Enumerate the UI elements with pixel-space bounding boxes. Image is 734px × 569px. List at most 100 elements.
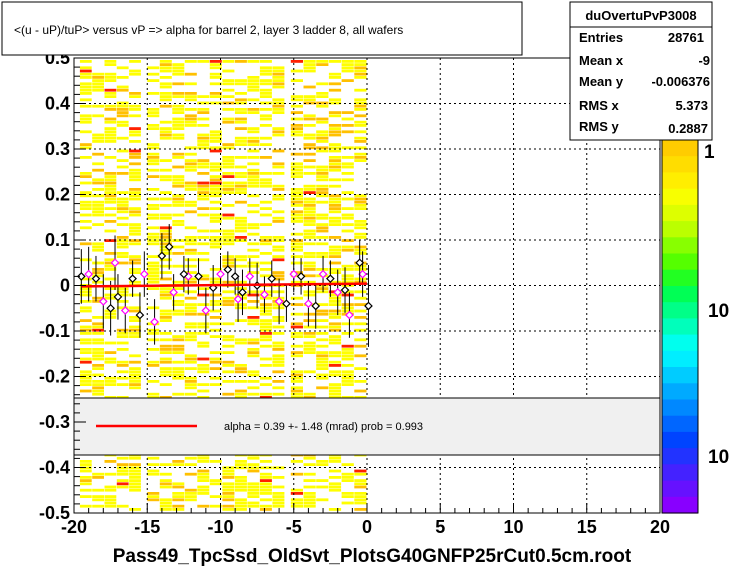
heatmap-cell bbox=[209, 149, 222, 153]
heatmap-cell bbox=[290, 95, 303, 98]
heatmap-cell bbox=[272, 332, 285, 335]
heatmap-cell bbox=[272, 248, 285, 252]
heatmap-cell bbox=[303, 184, 316, 188]
heatmap-cell bbox=[341, 245, 354, 249]
heatmap-cell bbox=[303, 504, 316, 508]
heatmap-cell bbox=[116, 88, 129, 92]
heatmap-cell bbox=[222, 95, 235, 98]
heatmap-cell bbox=[354, 130, 367, 134]
heatmap-cell bbox=[184, 354, 197, 358]
heatmap-cell bbox=[197, 136, 210, 140]
heatmap-cell bbox=[222, 351, 235, 354]
heatmap-cell bbox=[184, 120, 197, 124]
heatmap-cell bbox=[341, 383, 354, 386]
heatmap-cell bbox=[104, 396, 117, 399]
heatmap-cell bbox=[172, 495, 185, 498]
heatmap-cell bbox=[159, 344, 172, 348]
heatmap-cell bbox=[104, 156, 117, 159]
heatmap-cell bbox=[159, 309, 172, 313]
heatmap-cell bbox=[116, 466, 129, 470]
heatmap-cell bbox=[328, 322, 342, 326]
heatmap-cell bbox=[303, 223, 316, 226]
x-tick-label: 20 bbox=[650, 517, 670, 537]
heatmap-cell bbox=[247, 108, 260, 111]
heatmap-cell bbox=[147, 472, 160, 476]
heatmap-cell bbox=[259, 200, 272, 204]
heatmap-cell bbox=[247, 306, 260, 310]
heatmap-cell bbox=[247, 261, 260, 265]
heatmap-cell bbox=[234, 508, 247, 511]
black-profile-point bbox=[91, 274, 101, 284]
heatmap-cell bbox=[290, 239, 303, 242]
heatmap-cell bbox=[79, 479, 92, 482]
heatmap-cell bbox=[247, 504, 260, 508]
heatmap-cell bbox=[222, 101, 235, 105]
heatmap-cell bbox=[116, 396, 129, 399]
heatmap-cell bbox=[259, 376, 272, 380]
heatmap-cell bbox=[354, 367, 367, 370]
heatmap-cell bbox=[354, 389, 367, 393]
heatmap-cell bbox=[328, 341, 342, 345]
heatmap-cell bbox=[222, 485, 235, 489]
stats-value-mean-x: -9 bbox=[698, 53, 710, 68]
heatmap-cell bbox=[159, 479, 172, 482]
heatmap-cell bbox=[234, 485, 247, 489]
heatmap-cell bbox=[303, 85, 316, 89]
heatmap-cell bbox=[303, 396, 316, 399]
heatmap-cell bbox=[234, 479, 247, 482]
heatmap-cell bbox=[184, 386, 197, 390]
heatmap-cell bbox=[184, 472, 197, 476]
heatmap-cell bbox=[328, 88, 342, 92]
heatmap-cell bbox=[259, 296, 272, 300]
heatmap-cell bbox=[303, 200, 316, 204]
heatmap-cell bbox=[272, 341, 285, 345]
heatmap-cell bbox=[222, 370, 235, 374]
heatmap-cell bbox=[234, 264, 247, 268]
heatmap-cell bbox=[209, 303, 222, 306]
heatmap-cell bbox=[247, 482, 260, 486]
heatmap-cell bbox=[92, 328, 104, 332]
heatmap-cell bbox=[184, 296, 197, 300]
heatmap-cell bbox=[290, 117, 303, 121]
heatmap-cell bbox=[159, 504, 172, 508]
heatmap-cell bbox=[209, 92, 222, 95]
heatmap-cell bbox=[79, 175, 92, 178]
heatmap-cell bbox=[259, 207, 272, 210]
heatmap-cell bbox=[172, 127, 185, 130]
heatmap-cell bbox=[92, 354, 104, 358]
heatmap-cell bbox=[147, 168, 160, 172]
heatmap-cell bbox=[104, 380, 117, 383]
heatmap-cell bbox=[354, 232, 367, 236]
heatmap-cell bbox=[159, 136, 172, 140]
heatmap-cell bbox=[197, 312, 210, 316]
heatmap-cell bbox=[316, 268, 329, 271]
heatmap-cell bbox=[354, 124, 367, 127]
heatmap-cell bbox=[303, 351, 316, 354]
heatmap-cell bbox=[303, 165, 316, 169]
heatmap-cell bbox=[92, 383, 104, 386]
heatmap-cell bbox=[209, 200, 222, 204]
heatmap-cell bbox=[272, 245, 285, 249]
y-tick-label: 0.2 bbox=[45, 185, 70, 205]
heatmap-cell bbox=[129, 508, 141, 511]
heatmap-cell bbox=[354, 338, 367, 342]
heatmap-cell bbox=[104, 127, 117, 130]
x-tick-label: -10 bbox=[207, 517, 233, 537]
heatmap-cell bbox=[159, 133, 172, 137]
heatmap-cell bbox=[116, 469, 129, 473]
heatmap-cell bbox=[272, 271, 285, 274]
heatmap-cell bbox=[341, 146, 354, 150]
heatmap-cell bbox=[316, 133, 329, 137]
heatmap-cell bbox=[159, 296, 172, 300]
heatmap-cell bbox=[79, 488, 92, 492]
heatmap-cell bbox=[159, 63, 172, 66]
heatmap-cell bbox=[92, 392, 104, 396]
heatmap-cell bbox=[247, 271, 260, 274]
heatmap-cell bbox=[104, 136, 117, 140]
heatmap-cell bbox=[290, 492, 303, 495]
heatmap-cell bbox=[209, 162, 222, 166]
heatmap-cell bbox=[354, 322, 367, 326]
heatmap-cell bbox=[222, 280, 235, 284]
heatmap-cell bbox=[272, 108, 285, 111]
heatmap-cell bbox=[92, 316, 104, 319]
